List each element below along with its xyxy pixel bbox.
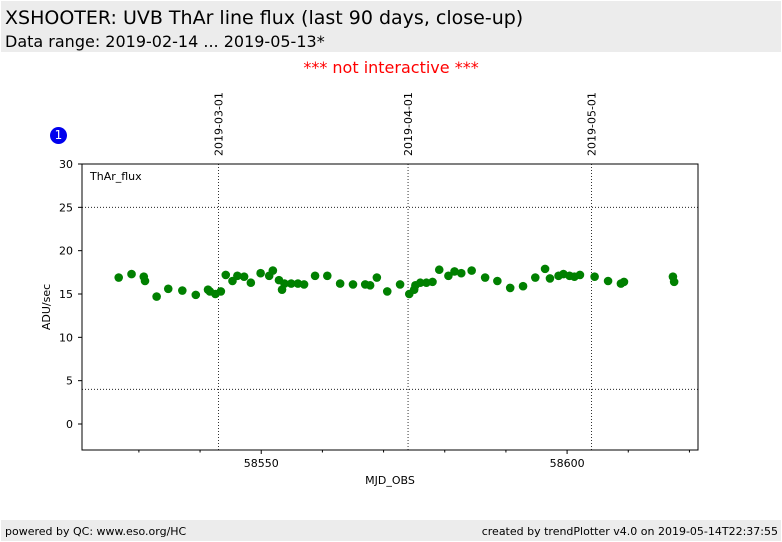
data-point: [450, 267, 459, 276]
y-tick-label: 30: [59, 158, 73, 171]
data-point: [493, 276, 502, 286]
data-point: [216, 287, 226, 296]
page-subtitle: Data range: 2019-02-14 ... 2019-05-13*: [5, 32, 325, 51]
y-tick-label: 10: [59, 331, 73, 344]
data-point: [434, 265, 444, 275]
plot-number-badge: 1: [50, 127, 67, 144]
y-tick-label: 15: [59, 288, 73, 301]
data-point: [163, 284, 173, 294]
data-point: [372, 273, 382, 282]
data-point: [619, 277, 629, 287]
data-point: [286, 279, 296, 288]
y-tick-label: 20: [59, 245, 73, 258]
data-point: [480, 273, 490, 282]
data-point: [444, 271, 453, 281]
data-point: [456, 268, 466, 278]
data-point: [221, 270, 231, 280]
data-point: [530, 273, 540, 282]
y-tick-label: 25: [59, 201, 73, 214]
date-marker-label: 2019-03-01: [212, 92, 225, 156]
date-markers: 2019-03-01 2019-04-01 2019-05-01: [212, 92, 599, 450]
threshold-lines: [82, 206, 698, 390]
date-marker-label: 2019-04-01: [402, 92, 415, 156]
date-marker-label: 2019-05-01: [586, 92, 599, 156]
data-point: [191, 290, 201, 300]
data-point: [335, 279, 345, 288]
data-point: [178, 286, 187, 295]
data-point: [114, 273, 124, 282]
data-point: [268, 266, 278, 275]
data-point: [256, 268, 265, 278]
data-point: [575, 270, 585, 280]
data-point: [365, 281, 375, 290]
data-point: [382, 287, 392, 296]
data-point: [467, 266, 476, 275]
data-point: [348, 280, 358, 289]
data-point: [590, 272, 599, 281]
y-axis-label: ADU/sec: [40, 284, 53, 330]
data-point: [299, 280, 309, 289]
footer-generator: created by trendPlotter v4.0 on 2019-05-…: [481, 525, 778, 538]
data-point: [428, 277, 437, 287]
x-axis-ticks: 58550 58600: [138, 450, 690, 470]
data-point: [395, 280, 405, 289]
data-point: [669, 277, 679, 287]
page-title: XSHOOTER: UVB ThAr line flux (last 90 da…: [5, 7, 524, 29]
panel-label: ThAr_flux: [89, 170, 142, 183]
x-axis-label: MJD_OBS: [365, 474, 415, 487]
data-point: [140, 276, 150, 286]
y-axis-ticks: 0 5 10 15 20 25 30: [59, 158, 82, 431]
x-tick-label: 58600: [550, 457, 585, 470]
plot-frame: [81, 163, 699, 451]
data-point: [233, 271, 242, 281]
x-tick-label: 58550: [244, 457, 279, 470]
y-tick-label: 0: [66, 418, 73, 431]
footer-bar: powered by QC: www.eso.org/HC created by…: [1, 520, 781, 541]
data-point: [127, 269, 136, 279]
data-point: [603, 276, 613, 286]
not-interactive-notice: *** not interactive ***: [303, 58, 479, 77]
data-point: [505, 283, 515, 293]
data-point: [322, 271, 332, 281]
header-bar: XSHOOTER: UVB ThAr line flux (last 90 da…: [1, 1, 781, 52]
data-point: [246, 278, 256, 288]
data-point: [310, 271, 320, 281]
data-point: [280, 279, 289, 288]
data-point: [239, 272, 249, 281]
data-point: [415, 278, 425, 288]
data-point: [545, 274, 555, 283]
y-tick-label: 5: [66, 375, 73, 388]
footer-credit: powered by QC: www.eso.org/HC: [5, 525, 187, 538]
data-point: [518, 281, 528, 291]
data-points: [114, 264, 679, 301]
data-point: [540, 264, 550, 274]
data-point: [152, 292, 161, 301]
